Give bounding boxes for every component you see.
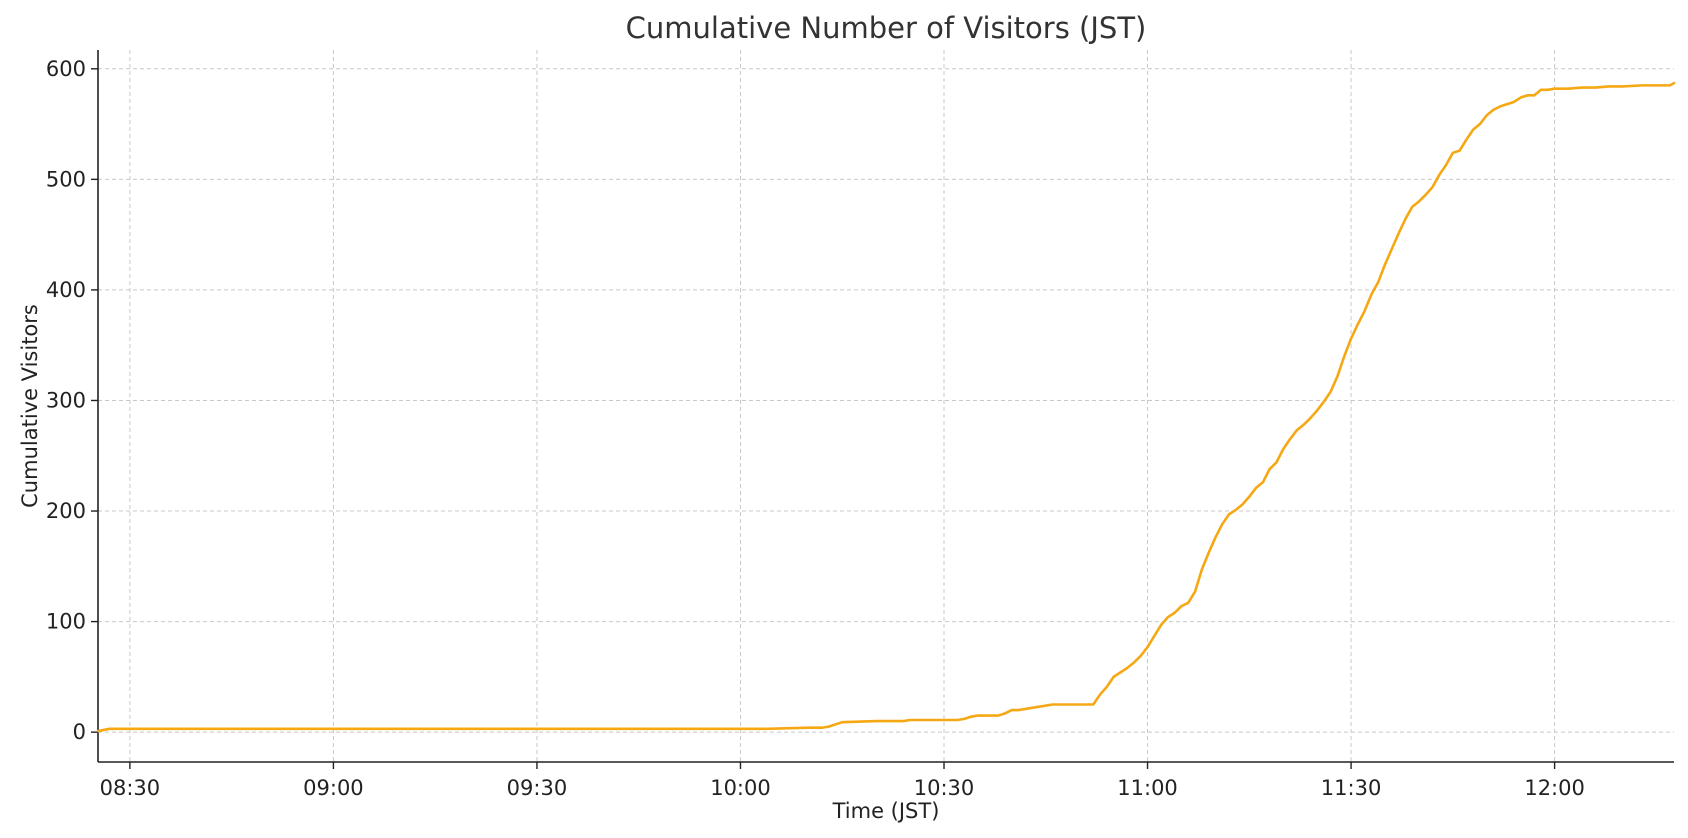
- x-axis-label: Time (JST): [832, 799, 940, 823]
- y-tick-label: 500: [46, 167, 86, 191]
- x-tick-label: 10:30: [914, 776, 975, 800]
- axes-spines: [97, 50, 1674, 763]
- x-tick-label: 10:00: [710, 776, 771, 800]
- y-tick-label: 400: [46, 278, 86, 302]
- grid-lines: [98, 50, 1674, 762]
- cumulative-visitors-line: [96, 81, 1676, 733]
- x-tick-label: 08:30: [100, 776, 161, 800]
- y-tick-label: 600: [46, 57, 86, 81]
- x-tick-label: 11:30: [1321, 776, 1382, 800]
- x-axis-ticks: 08:30 09:00 09:30 10:00 10:30 11:00 11:30 12:00: [100, 762, 1585, 800]
- y-tick-label: 0: [73, 720, 86, 744]
- y-tick-label: 300: [46, 388, 86, 412]
- x-tick-label: 11:00: [1117, 776, 1178, 800]
- x-tick-label: 09:00: [303, 776, 364, 800]
- y-axis-ticks: 0 100 200 300 400 500 600: [46, 57, 98, 744]
- y-tick-label: 200: [46, 499, 86, 523]
- y-tick-label: 100: [46, 610, 86, 634]
- x-tick-label: 09:30: [507, 776, 568, 800]
- x-tick-label: 12:00: [1524, 776, 1585, 800]
- y-axis-label: Cumulative Visitors: [18, 304, 42, 508]
- chart-title: Cumulative Number of Visitors (JST): [626, 11, 1147, 45]
